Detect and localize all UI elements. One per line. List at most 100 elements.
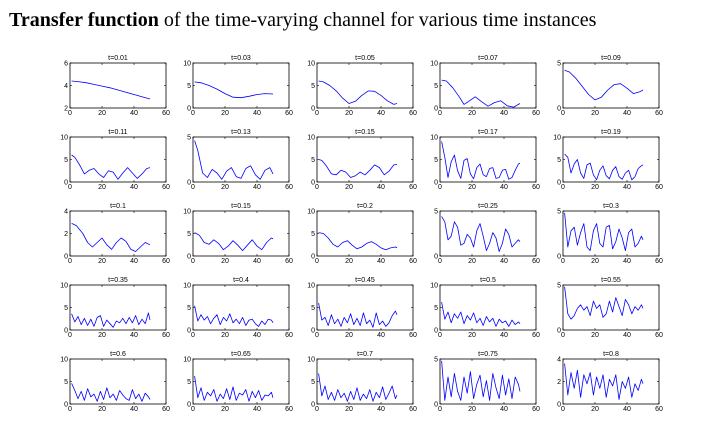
- x-tick-label: 20: [468, 406, 476, 413]
- x-tick-label: 20: [98, 332, 106, 339]
- series-line: [71, 154, 151, 180]
- series-line: [318, 232, 398, 251]
- y-tick-label: 5: [557, 61, 561, 68]
- y-tick-label: 5: [187, 83, 191, 90]
- subplot-7: t=0.13 0 20 40 60 0 5: [187, 129, 293, 191]
- y-tick-label: 10: [307, 209, 315, 216]
- x-tick-label: 20: [221, 332, 229, 339]
- y-tick-label: 5: [64, 379, 68, 386]
- subplot-15: t=0.3 0 20 40 60 0 5: [557, 203, 663, 265]
- axes-box: [562, 62, 660, 109]
- series-line: [318, 302, 398, 328]
- x-tick-label: 20: [98, 258, 106, 265]
- axes-box: [439, 358, 537, 405]
- series-line: [71, 312, 151, 328]
- series-line: [441, 141, 521, 180]
- y-tick-label: 0: [434, 180, 438, 187]
- x-tick-label: 0: [191, 258, 195, 265]
- x-tick-label: 0: [561, 258, 565, 265]
- x-tick-label: 0: [438, 110, 442, 117]
- subplot-20: t=0.55 0 20 40 60 0 5: [557, 277, 663, 339]
- x-tick-label: 0: [438, 332, 442, 339]
- subplot-title: t=0.45: [355, 277, 375, 284]
- subplot-10: t=0.19 0 20 40 60 0 5 10: [553, 129, 663, 191]
- x-tick-label: 40: [500, 258, 508, 265]
- y-tick-label: 5: [434, 209, 438, 216]
- y-tick-label: 10: [183, 209, 191, 216]
- x-tick-label: 60: [285, 332, 293, 339]
- subplot-22: t=0.65 0 20 40 60 0 5 10: [183, 351, 293, 413]
- x-tick-label: 60: [285, 258, 293, 265]
- subplot-title: t=0.6: [110, 351, 126, 358]
- x-tick-label: 40: [253, 406, 261, 413]
- subplot-9: t=0.17 0 20 40 60 0 5 10: [430, 129, 540, 191]
- y-tick-label: 5: [557, 157, 561, 164]
- series-line: [194, 81, 274, 99]
- figure-title-rest: of the time-varying channel for various …: [158, 9, 597, 31]
- series-line: [564, 212, 644, 252]
- series-line: [194, 140, 274, 180]
- subplot-title: t=0.35: [108, 277, 128, 284]
- y-tick-label: 10: [183, 61, 191, 68]
- x-tick-label: 40: [130, 406, 138, 413]
- x-tick-label: 60: [409, 332, 417, 339]
- x-tick-label: 60: [655, 332, 663, 339]
- y-tick-label: 5: [311, 83, 315, 90]
- subplot-4: t=0.07 0 20 40 60 0 5 10: [430, 55, 540, 117]
- x-tick-label: 0: [561, 110, 565, 117]
- x-tick-label: 60: [285, 184, 293, 191]
- y-tick-label: 10: [183, 357, 191, 364]
- subplot-title: t=0.25: [478, 203, 498, 210]
- x-tick-label: 60: [655, 258, 663, 265]
- axes-box: [316, 136, 414, 183]
- series-line: [564, 286, 644, 320]
- subplot-title: t=0.17: [478, 129, 498, 136]
- subplot-1: t=0.01 0 20 40 60 2 4 6: [64, 55, 170, 117]
- y-tick-label: 0: [311, 254, 315, 261]
- x-tick-label: 0: [68, 406, 72, 413]
- subplot-5: t=0.09 0 20 40 60 0 5: [557, 55, 663, 117]
- x-tick-label: 0: [561, 406, 565, 413]
- subplot-title: t=0.8: [603, 351, 619, 358]
- x-tick-label: 60: [409, 110, 417, 117]
- y-tick-label: 0: [557, 106, 561, 113]
- subplot-title: t=0.07: [478, 55, 498, 62]
- x-tick-label: 0: [561, 184, 565, 191]
- y-tick-label: 0: [311, 180, 315, 187]
- subplot-title: t=0.7: [357, 351, 373, 358]
- y-tick-label: 10: [307, 283, 315, 290]
- x-tick-label: 0: [315, 258, 319, 265]
- axes-box: [69, 358, 167, 405]
- y-tick-label: 0: [434, 328, 438, 335]
- y-tick-label: 10: [307, 357, 315, 364]
- y-tick-label: 0: [311, 328, 315, 335]
- subplot-title: t=0.1: [110, 203, 126, 210]
- y-tick-label: 0: [64, 328, 68, 335]
- x-tick-label: 0: [561, 332, 565, 339]
- y-tick-label: 0: [64, 402, 68, 409]
- x-tick-label: 20: [468, 258, 476, 265]
- series-line: [71, 80, 151, 100]
- x-tick-label: 40: [377, 110, 385, 117]
- series-line: [318, 373, 398, 402]
- x-tick-label: 0: [438, 258, 442, 265]
- x-tick-label: 20: [591, 110, 599, 117]
- subplot-13: t=0.2 0 20 40 60 0 5 10: [307, 203, 417, 265]
- axes-box: [316, 210, 414, 257]
- y-tick-label: 10: [60, 283, 68, 290]
- subplot-19: t=0.5 0 20 40 60 0 5 10: [430, 277, 540, 339]
- x-tick-label: 20: [98, 184, 106, 191]
- y-tick-label: 0: [557, 180, 561, 187]
- y-tick-label: 0: [187, 328, 191, 335]
- axes-box: [192, 284, 290, 331]
- y-tick-label: 0: [64, 254, 68, 261]
- y-tick-label: 0: [557, 254, 561, 261]
- x-tick-label: 60: [655, 184, 663, 191]
- x-tick-label: 40: [253, 332, 261, 339]
- axes-box: [562, 210, 660, 257]
- x-tick-label: 0: [315, 332, 319, 339]
- y-tick-label: 0: [187, 180, 191, 187]
- x-tick-label: 20: [345, 110, 353, 117]
- x-tick-label: 40: [623, 110, 631, 117]
